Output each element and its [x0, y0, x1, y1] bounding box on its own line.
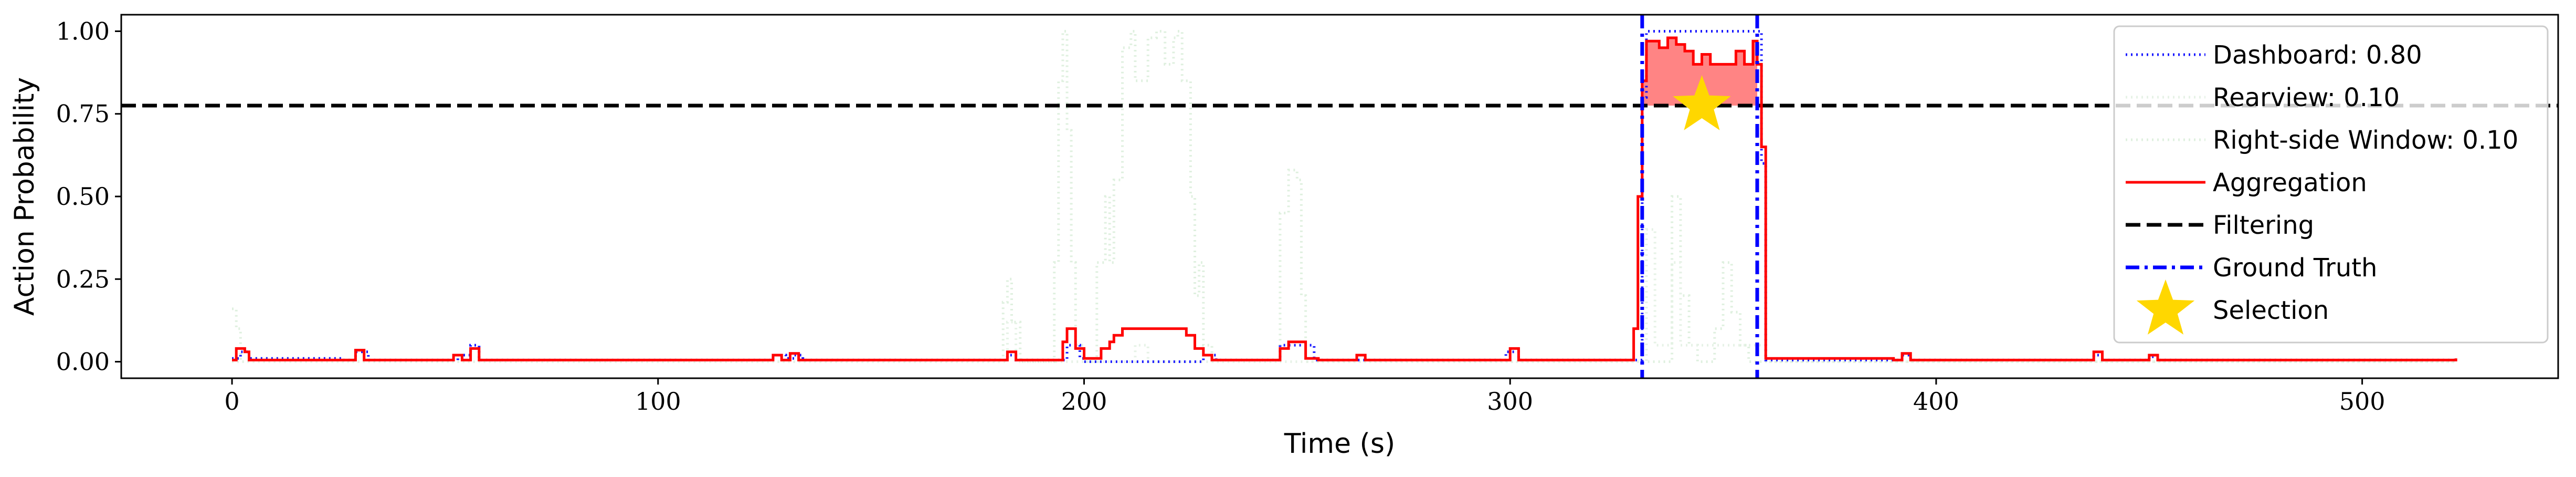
y-axis-label: Action Probability	[9, 77, 40, 316]
legend-box	[2113, 25, 2549, 344]
legend-label-dashboard: Dashboard: 0.80	[2213, 40, 2422, 70]
series-line-aggregation	[232, 36, 2457, 361]
x-axis-label: Time (s)	[1284, 428, 1395, 460]
x-tick-label: 300	[1487, 387, 1533, 416]
x-tick-label: 500	[2339, 387, 2385, 416]
selection-highlight-area	[1642, 38, 1757, 106]
series-line-right-side-window	[232, 30, 2456, 363]
legend-handle-selection	[2136, 279, 2195, 335]
y-tick-label: 1.00	[56, 17, 110, 45]
legend-label-aggregation: Aggregation	[2213, 168, 2367, 198]
legend-label-selection: Selection	[2213, 296, 2329, 325]
y-tick-label: 0.75	[56, 100, 110, 128]
series-line-dashboard	[232, 30, 2457, 363]
legend-label-right-side-window: Right-side Window: 0.10	[2213, 126, 2518, 155]
axis-ticks: 0 100 200 300 400 500 0.00 0.25 0.50 0.75 1.00	[56, 17, 2385, 416]
legend-label-filtering: Filtering	[2213, 211, 2314, 240]
legend-label-ground-truth: Ground Truth	[2213, 253, 2377, 283]
y-tick-label: 0.25	[56, 265, 110, 293]
highlight-fill-layer	[1642, 38, 1757, 106]
legend-label-rearview: Rearview: 0.10	[2213, 83, 2400, 112]
x-tick-label: 200	[1061, 387, 1107, 416]
x-tick-label: 100	[635, 387, 681, 416]
y-tick-label: 0.00	[56, 348, 110, 376]
x-tick-label: 0	[224, 387, 239, 416]
selection-star-marker	[1673, 75, 1731, 130]
x-tick-label: 400	[1913, 387, 1959, 416]
y-tick-label: 0.50	[56, 182, 110, 211]
series-layer	[121, 15, 2558, 378]
legend: Dashboard: 0.80 Rearview: 0.10 Right-side …	[2113, 25, 2549, 344]
